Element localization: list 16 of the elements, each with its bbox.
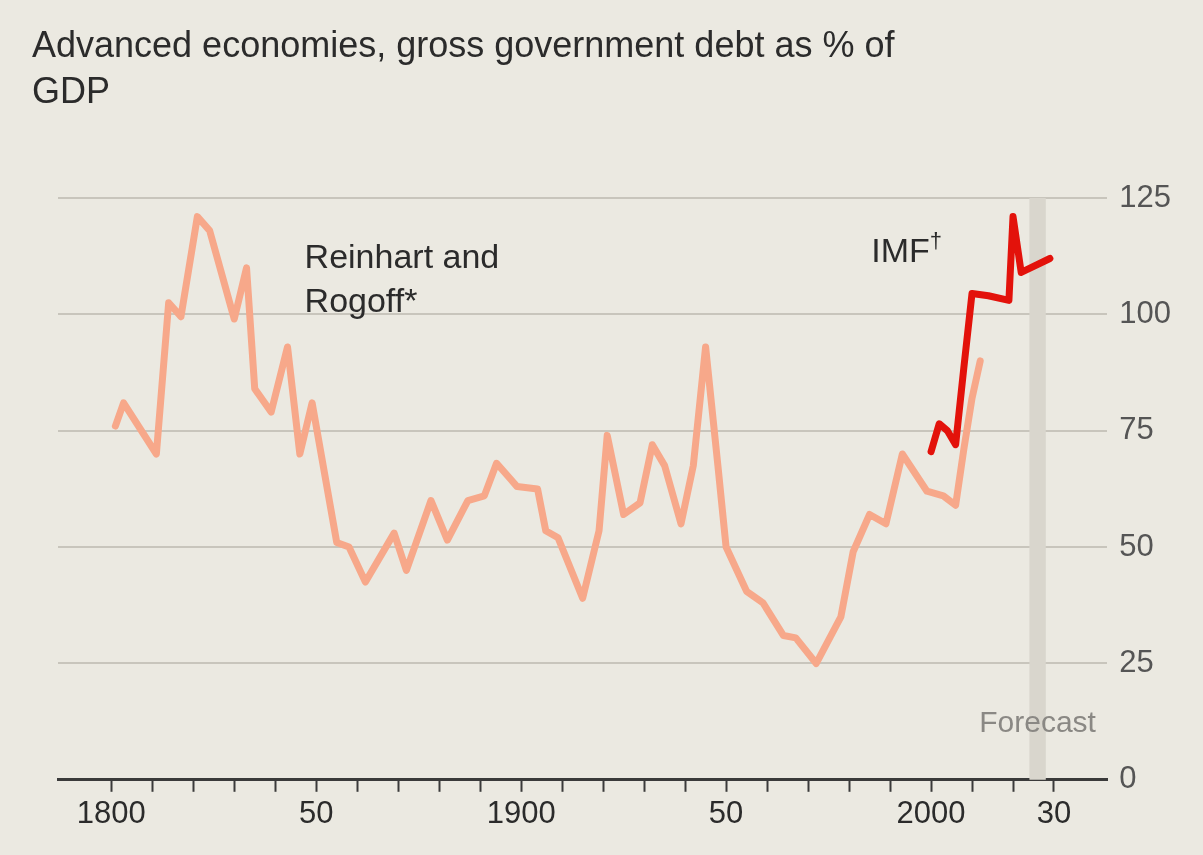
chart-title: Advanced economies, gross government debt as % of GDP <box>32 23 896 113</box>
x-tick-label: 50 <box>298 794 334 830</box>
series-label: IMF† <box>871 228 942 269</box>
y-tick-label: 75 <box>1119 411 1154 447</box>
y-tick-label: 100 <box>1119 294 1172 330</box>
y-tick-label: 50 <box>1119 527 1154 563</box>
x-tick-label: 2000 <box>896 794 966 830</box>
y-tick-label: 0 <box>1119 760 1137 796</box>
x-tick-label: 30 <box>1036 794 1072 830</box>
y-tick-label: 125 <box>1119 178 1172 214</box>
band-label: Forecast <box>979 704 1097 738</box>
y-tick-label: 25 <box>1119 643 1154 679</box>
series-label: Reinhart and Rogoff* <box>304 236 500 319</box>
x-tick-label: 1900 <box>486 794 556 830</box>
x-tick-label: 50 <box>708 794 744 830</box>
x-tick-label: 1800 <box>76 794 146 830</box>
